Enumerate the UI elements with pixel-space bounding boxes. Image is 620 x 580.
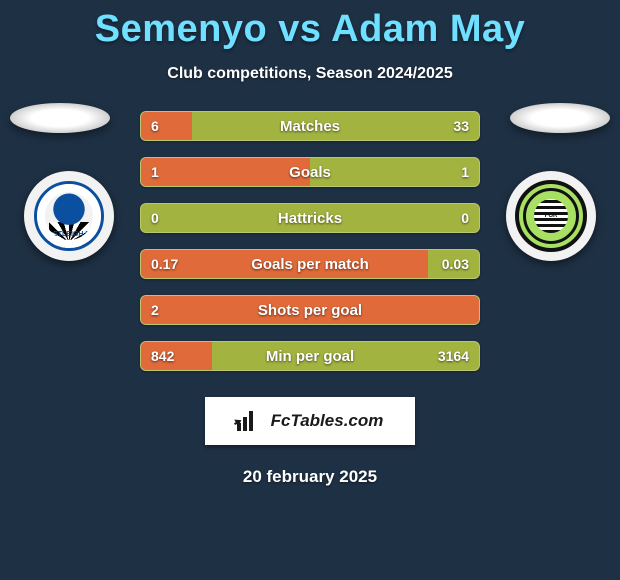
stat-label: Shots per goal	[141, 296, 479, 324]
fctables-watermark: FcTables.com	[205, 397, 415, 445]
right-team-badge: FGR	[506, 171, 596, 261]
right-player-photo-placeholder	[510, 103, 610, 133]
stat-right-value: 33	[453, 112, 469, 140]
date-line: 20 february 2025	[0, 467, 620, 487]
crest-icon: EASTLEIGH FC	[34, 181, 104, 251]
stat-label: Hattricks	[141, 204, 479, 232]
left-player-photo-placeholder	[10, 103, 110, 133]
stat-row-hattricks: 0 Hattricks 0	[140, 203, 480, 233]
stat-label: Matches	[141, 112, 479, 140]
stat-label: Goals per match	[141, 250, 479, 278]
subtitle: Club competitions, Season 2024/2025	[0, 65, 620, 83]
crest-icon: FGR	[515, 180, 587, 252]
stat-right-value: 1	[461, 158, 469, 186]
stat-row-shots-per-goal: 2 Shots per goal	[140, 295, 480, 325]
stat-row-goals-per-match: 0.17 Goals per match 0.03	[140, 249, 480, 279]
comparison-area: EASTLEIGH FC FGR 6 Matches 33 1 Goals 1 …	[0, 111, 620, 371]
stat-row-matches: 6 Matches 33	[140, 111, 480, 141]
stat-right-value: 0	[461, 204, 469, 232]
stat-label: Min per goal	[141, 342, 479, 370]
page-title: Semenyo vs Adam May	[0, 0, 620, 51]
bar-chart-icon	[237, 411, 263, 431]
fctables-label: FcTables.com	[271, 411, 384, 431]
stat-label: Goals	[141, 158, 479, 186]
stat-bars: 6 Matches 33 1 Goals 1 0 Hattricks 0 0.1…	[140, 111, 480, 371]
left-team-badge: EASTLEIGH FC	[24, 171, 114, 261]
stat-row-min-per-goal: 842 Min per goal 3164	[140, 341, 480, 371]
left-badge-text: EASTLEIGH FC	[37, 231, 101, 238]
stat-row-goals: 1 Goals 1	[140, 157, 480, 187]
stat-right-value: 3164	[438, 342, 469, 370]
stat-right-value: 0.03	[442, 250, 469, 278]
